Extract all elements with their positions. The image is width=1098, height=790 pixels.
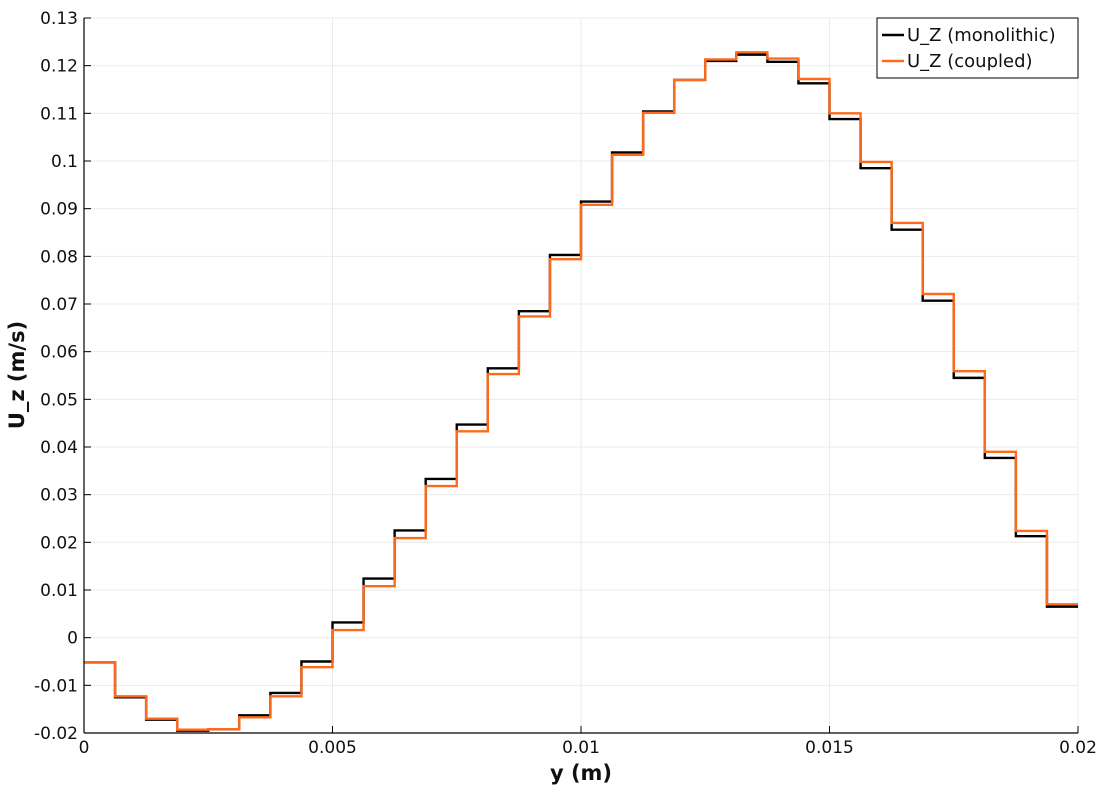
y-tick-label: 0.06 <box>40 343 78 363</box>
y-tick-label: 0.01 <box>40 581 78 601</box>
y-tick-label: 0.08 <box>40 247 78 267</box>
y-tick-label: 0.03 <box>40 486 78 506</box>
y-tick-label: 0.12 <box>40 57 78 77</box>
x-tick-label: 0.005 <box>308 738 357 758</box>
y-tick-label: 0.07 <box>40 295 78 315</box>
x-tick-label: 0.02 <box>1059 738 1097 758</box>
y-axis-title: U_z (m/s) <box>5 321 29 429</box>
y-tick-label: -0.01 <box>34 676 78 696</box>
y-tick-label: 0.04 <box>40 438 78 458</box>
legend-label-0: U_Z (monolithic) <box>907 25 1056 46</box>
y-tick-label: 0.02 <box>40 533 78 553</box>
x-tick-label: 0 <box>79 738 90 758</box>
y-tick-label: 0 <box>67 629 78 649</box>
y-tick-label: 0.1 <box>51 152 78 172</box>
x-tick-label: 0.01 <box>562 738 600 758</box>
series-lines <box>84 51 1078 732</box>
y-tick-label: 0.11 <box>40 104 78 124</box>
x-tick-label: 0.015 <box>805 738 854 758</box>
x-axis-title: y (m) <box>550 761 612 785</box>
y-axis-ticks: -0.02 -0.01 0 0.01 0.02 0.03 0.04 0.05 0.06 0.07 0… <box>34 9 91 744</box>
y-tick-label: 0.13 <box>40 9 78 29</box>
series-line-1 <box>84 51 1078 731</box>
legend-label-1: U_Z (coupled) <box>907 51 1033 72</box>
y-tick-label: 0.09 <box>40 200 78 220</box>
y-tick-label: -0.02 <box>34 724 78 744</box>
legend: U_Z (monolithic) U_Z (coupled) <box>876 17 1079 79</box>
x-axis-ticks: 0 0.005 0.01 0.015 0.02 <box>79 726 1097 758</box>
y-tick-label: 0.05 <box>40 390 78 410</box>
legend-box <box>876 17 1079 79</box>
